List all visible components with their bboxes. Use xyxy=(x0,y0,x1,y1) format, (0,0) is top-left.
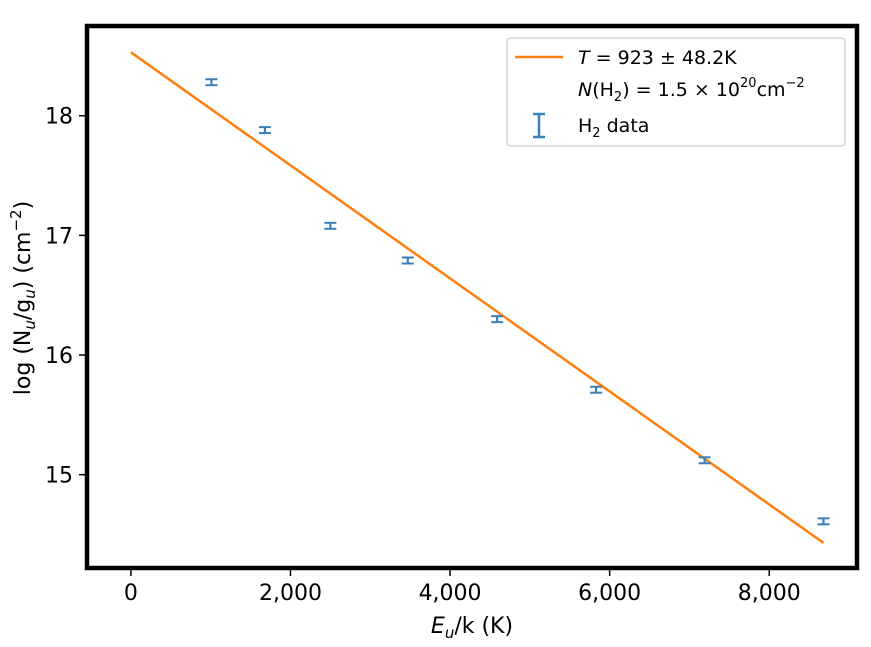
x-tick-label: 8,000 xyxy=(738,581,801,606)
x-tick-label: 2,000 xyxy=(259,581,322,606)
legend-fit-label: T = 923 ± 48.2K xyxy=(578,47,737,69)
data-point xyxy=(698,456,711,465)
x-axis-label: Eu/k (K) xyxy=(431,614,513,642)
legend-data-label: H2 data xyxy=(578,115,649,141)
legend-column-density-label: N(H2) = 1.5 × 1020cm−2 xyxy=(578,76,805,105)
y-tick-label: 16 xyxy=(45,344,73,369)
data-point xyxy=(324,221,337,230)
legend: T = 923 ± 48.2K N(H2) = 1.5 × 1020cm−2 H… xyxy=(506,37,846,147)
x-tick-label: 6,000 xyxy=(578,581,641,606)
ticks-layer: 0 2,000 4,000 6,000 8,000 15 16 17 18 xyxy=(45,105,801,606)
data-point xyxy=(401,256,414,265)
data-point xyxy=(590,385,603,394)
data-point xyxy=(817,517,830,526)
y-tick-label: 18 xyxy=(45,105,73,130)
legend-box xyxy=(506,37,846,147)
data-point xyxy=(258,126,271,135)
x-tick-label: 0 xyxy=(124,581,138,606)
y-tick-label: 17 xyxy=(45,224,73,249)
data-points-layer xyxy=(205,78,830,526)
fit-line xyxy=(130,51,825,544)
y-tick-label: 15 xyxy=(45,464,73,489)
data-point xyxy=(205,78,218,87)
x-tick-label: 4,000 xyxy=(419,581,482,606)
plot-frame xyxy=(84,23,860,571)
legend-data-swatch xyxy=(533,112,545,139)
y-axis-label: log (Nu/gu) (cm−2) xyxy=(7,201,39,395)
data-point xyxy=(491,315,504,324)
